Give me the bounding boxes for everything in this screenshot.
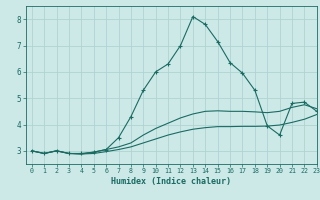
X-axis label: Humidex (Indice chaleur): Humidex (Indice chaleur) bbox=[111, 177, 231, 186]
